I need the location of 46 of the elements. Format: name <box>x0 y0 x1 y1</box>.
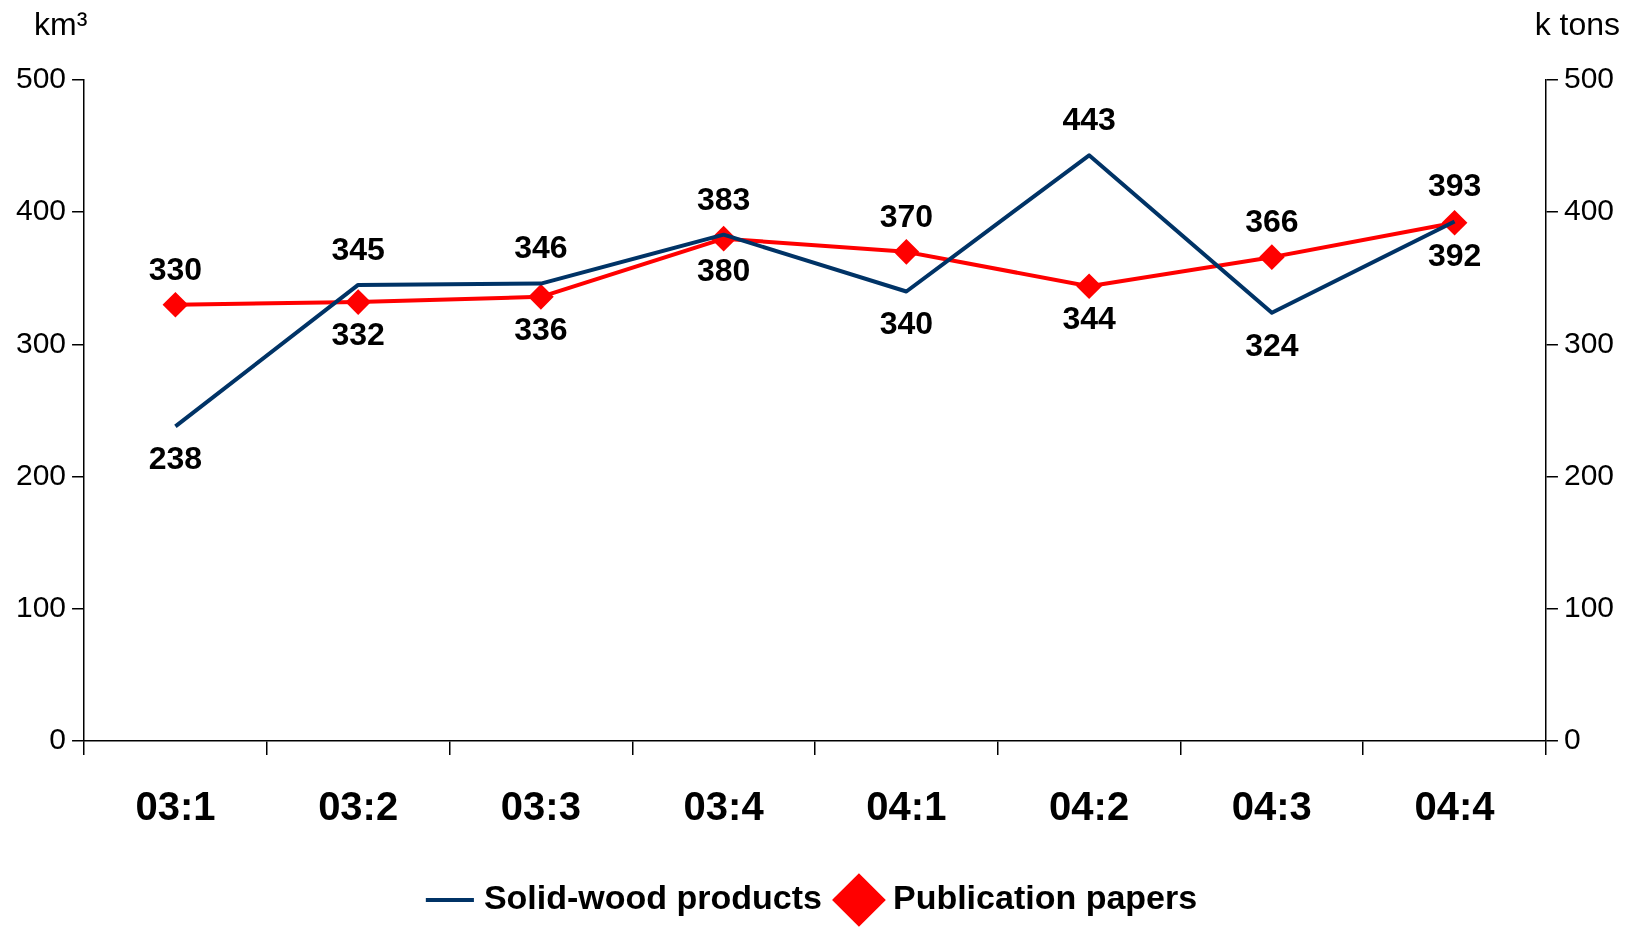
y-axis-title: km³ <box>34 5 88 42</box>
y2-axis-title: k tons <box>1534 5 1620 42</box>
y-tick-label: 400 <box>15 193 67 227</box>
data-label: 370 <box>879 197 934 234</box>
legend-label: Solid-wood products <box>483 878 822 917</box>
data-label: 324 <box>1245 326 1299 363</box>
data-label: 332 <box>331 315 385 352</box>
y2-tick-label: 200 <box>1563 457 1615 491</box>
x-tick-label: 04:1 <box>866 784 947 829</box>
x-tick-label: 03:4 <box>683 784 765 829</box>
point <box>1259 245 1284 270</box>
data-label: 340 <box>879 305 934 342</box>
data-label: 238 <box>148 440 203 477</box>
data-label: 393 <box>1427 167 1482 204</box>
data-label: 383 <box>696 180 751 217</box>
x-tick-label: 04:3 <box>1231 784 1312 829</box>
y-tick-label: 200 <box>15 457 67 491</box>
x-tick-label: 04:4 <box>1414 784 1496 829</box>
data-label: 392 <box>1427 236 1482 273</box>
y2-tick-label: 400 <box>1563 193 1615 227</box>
x-tick-label: 04:2 <box>1049 784 1130 829</box>
y2-tick-label: 0 <box>1563 722 1581 756</box>
point <box>528 284 553 309</box>
data-label: 443 <box>1062 101 1116 138</box>
data-label: 346 <box>514 229 568 266</box>
point <box>894 239 919 264</box>
data-label: 345 <box>331 230 385 267</box>
y-tick-label: 300 <box>15 325 67 359</box>
data-label: 380 <box>696 252 751 289</box>
data-label: 330 <box>148 250 203 287</box>
data-label: 344 <box>1062 300 1116 337</box>
y-tick-label: 0 <box>49 722 67 756</box>
point <box>346 290 371 315</box>
data-label: 366 <box>1245 202 1299 239</box>
x-tick-label: 03:3 <box>500 784 581 829</box>
point <box>163 292 188 317</box>
x-tick-label: 03:1 <box>135 784 216 829</box>
y2-tick-label: 100 <box>1563 590 1615 624</box>
point <box>1077 274 1102 299</box>
x-tick-label: 03:2 <box>318 784 399 829</box>
data-label: 336 <box>514 310 568 347</box>
y2-tick-label: 300 <box>1563 325 1615 359</box>
y-tick-label: 100 <box>15 590 67 624</box>
y2-tick-label: 500 <box>1563 61 1615 95</box>
y-tick-label: 500 <box>15 61 67 95</box>
legend-label: Publication papers <box>892 878 1198 917</box>
